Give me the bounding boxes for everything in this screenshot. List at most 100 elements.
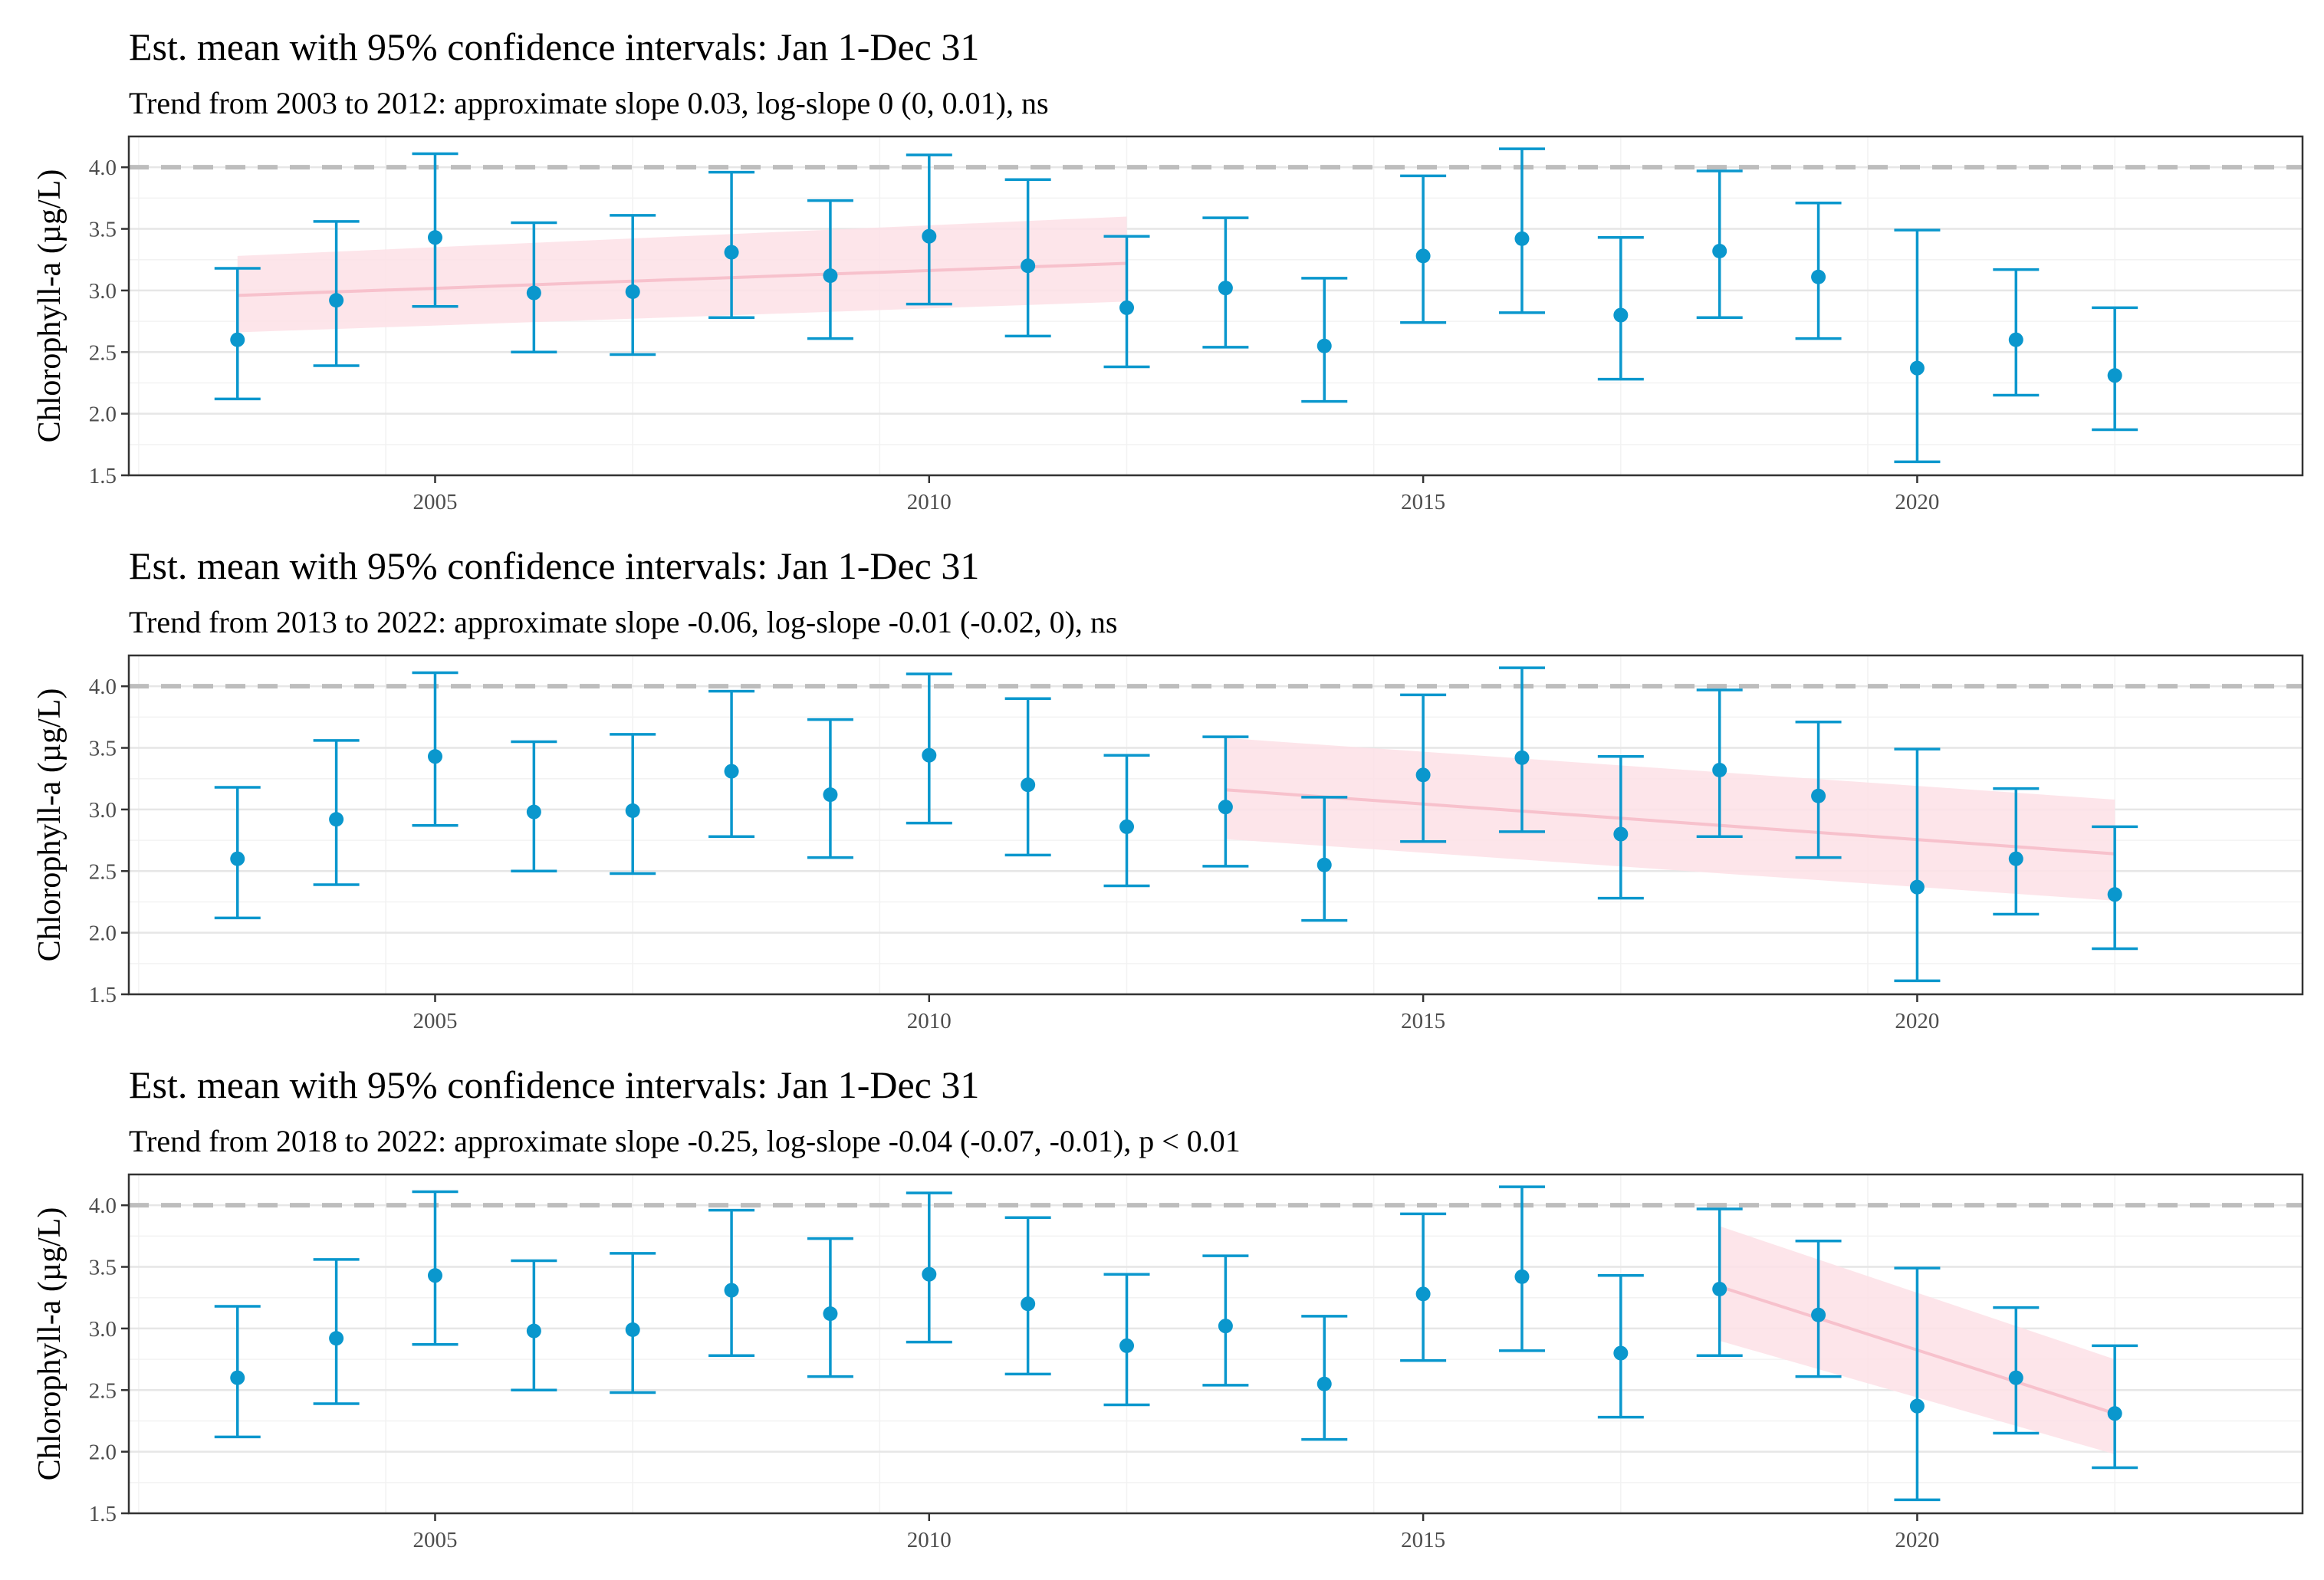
chart-panel: Est. mean with 95% confidence intervals:…: [32, 1063, 2304, 1552]
y-axis-label: Chlorophyll-a (µg/L): [32, 169, 67, 443]
error-bar: [1894, 1266, 1941, 1502]
mean-point: [724, 245, 739, 260]
error-bar: [1498, 666, 1545, 833]
error-bar: [1993, 268, 2040, 397]
grid: [129, 136, 2303, 477]
error-bar: [1993, 1306, 2040, 1435]
mean-point: [2008, 332, 2023, 347]
error-bar: [1894, 228, 1941, 464]
x-tick-label: 2020: [1895, 1528, 1939, 1552]
chart-panel: Est. mean with 95% confidence intervals:…: [32, 544, 2304, 1033]
mean-point: [1218, 1319, 1233, 1334]
mean-point: [1021, 1296, 1036, 1312]
mean-point: [1811, 269, 1826, 284]
chart-panel: Est. mean with 95% confidence intervals:…: [32, 25, 2304, 514]
x-tick-label: 2005: [413, 1009, 457, 1033]
mean-point: [625, 284, 640, 300]
y-tick-label: 2.5: [89, 340, 117, 365]
y-tick-label: 2.5: [89, 1378, 117, 1403]
chart-subtitle: Trend from 2013 to 2022: approximate slo…: [129, 605, 1117, 639]
x-tick-label: 2020: [1895, 490, 1939, 514]
y-tick-label: 1.5: [89, 983, 117, 1007]
error-bar: [412, 1190, 459, 1346]
error-bar: [1498, 147, 1545, 314]
mean-point: [230, 332, 245, 347]
mean-point: [823, 1306, 838, 1322]
error-bar: [1894, 747, 1941, 983]
mean-point: [1613, 307, 1629, 323]
plot-border: [127, 1173, 2304, 1515]
y-tick-label: 3.0: [89, 1317, 117, 1342]
mean-point: [427, 1268, 442, 1283]
mean-point: [922, 747, 937, 763]
mean-point: [2107, 1406, 2122, 1421]
error-bar: [708, 689, 755, 839]
mean-point: [1909, 879, 1925, 895]
trend-line: [237, 261, 1127, 297]
x-tick-label: 2020: [1895, 1009, 1939, 1033]
x-tick-label: 2005: [413, 1528, 457, 1552]
y-tick-label: 3.5: [89, 1256, 117, 1280]
chart-subtitle: Trend from 2003 to 2012: approximate slo…: [129, 86, 1049, 120]
mean-point: [1119, 819, 1135, 834]
mean-point: [1415, 767, 1431, 783]
mean-point: [1909, 1398, 1925, 1414]
y-axis-label: Chlorophyll-a (µg/L): [32, 688, 67, 962]
y-tick-label: 2.5: [89, 859, 117, 884]
y-tick-label: 2.0: [89, 402, 117, 427]
y-tick-label: 2.0: [89, 921, 117, 946]
mean-point: [1909, 360, 1925, 376]
mean-point: [526, 804, 541, 820]
mean-point: [2008, 1370, 2023, 1385]
error-bar: [1498, 1185, 1545, 1352]
mean-point: [2107, 368, 2122, 383]
x-tick-label: 2015: [1401, 1009, 1445, 1033]
mean-point: [1119, 1338, 1135, 1353]
mean-point: [1218, 281, 1233, 296]
mean-point: [1514, 750, 1530, 765]
mean-point: [823, 268, 838, 284]
mean-point: [2107, 887, 2122, 902]
y-axis-label: Chlorophyll-a (µg/L): [32, 1207, 67, 1481]
y-tick-label: 4.0: [89, 1194, 117, 1218]
trend-confidence-band: [1225, 737, 2115, 901]
mean-point: [1712, 243, 1727, 258]
mean-point: [724, 764, 739, 779]
plot-border: [127, 135, 2304, 477]
mean-point: [625, 1322, 640, 1338]
mean-point: [1218, 800, 1233, 815]
chart-title: Est. mean with 95% confidence intervals:…: [129, 544, 979, 587]
mean-point: [724, 1283, 739, 1298]
mean-point: [1712, 1281, 1727, 1296]
trend-confidence-band: [237, 216, 1127, 333]
error-bar: [412, 152, 459, 308]
mean-point: [823, 787, 838, 803]
mean-point: [1415, 248, 1431, 264]
mean-point: [625, 803, 640, 819]
error-bar: [1993, 787, 2040, 916]
x-tick-label: 2015: [1401, 490, 1445, 514]
mean-point: [230, 1370, 245, 1385]
mean-point: [1811, 788, 1826, 803]
x-tick-label: 2010: [907, 1528, 952, 1552]
mean-point: [1021, 258, 1036, 274]
mean-point: [329, 812, 344, 827]
error-bar: [1004, 178, 1051, 338]
y-tick-label: 4.0: [89, 675, 117, 699]
x-tick-label: 2005: [413, 490, 457, 514]
mean-point: [1514, 231, 1530, 246]
plot-border: [127, 654, 2304, 996]
y-tick-label: 3.5: [89, 737, 117, 761]
error-bar: [1004, 1216, 1051, 1376]
y-tick-label: 3.0: [89, 798, 117, 823]
trend-line: [1225, 788, 2115, 856]
error-bar: [1004, 697, 1051, 857]
mean-point: [1316, 338, 1332, 353]
mean-point: [329, 293, 344, 308]
mean-point: [427, 230, 442, 245]
mean-point: [1811, 1307, 1826, 1322]
mean-point: [427, 749, 442, 764]
error-bar: [708, 1208, 755, 1358]
